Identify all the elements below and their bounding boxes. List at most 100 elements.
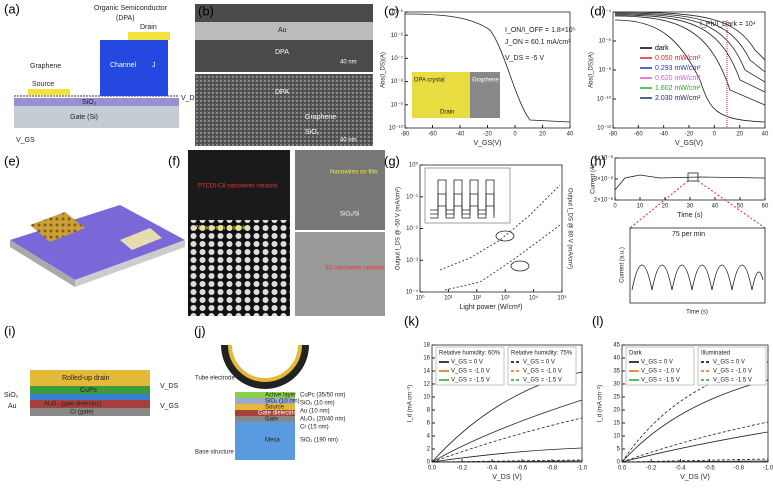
x-tick-label: -1.0 bbox=[577, 466, 588, 472]
label: 40 nm bbox=[340, 60, 357, 66]
zoom-line bbox=[629, 180, 689, 229]
label: 3D nanowires network bbox=[325, 266, 385, 272]
substrate-edge bbox=[10, 240, 75, 287]
plot-frame bbox=[614, 157, 766, 201]
inset-curve bbox=[430, 205, 495, 219]
panel-f: (f) PTCDI-C8 nanowires network Nanomesh … bbox=[168, 150, 385, 316]
legend-label: 0.620 mW/cm² bbox=[655, 75, 701, 82]
x-tick-label: 0.0 bbox=[618, 466, 627, 472]
legend-box bbox=[697, 346, 767, 386]
y-tick-label: 25 bbox=[613, 395, 620, 401]
label: Rolled-up drain bbox=[62, 375, 110, 382]
legend-label: 2.030 mW/cm² bbox=[655, 95, 701, 102]
x-tick-label: 20 bbox=[736, 132, 743, 138]
curve bbox=[431, 399, 583, 463]
label: (DPA) bbox=[116, 15, 135, 22]
label: Tube electrode bbox=[195, 376, 235, 382]
panel-label: (a) bbox=[4, 1, 20, 16]
label: V_GS bbox=[160, 403, 179, 410]
x-tick-label: 10¹ bbox=[444, 296, 453, 302]
label: CuPc bbox=[80, 387, 98, 394]
y-tick-label: 10⁻¹⁰ bbox=[597, 96, 612, 103]
curve bbox=[621, 431, 769, 463]
x-tick-label: -0.6 bbox=[704, 466, 715, 472]
curve bbox=[621, 458, 769, 463]
y-tick-label: 8 bbox=[427, 408, 431, 414]
legend-box bbox=[507, 346, 577, 386]
curve bbox=[614, 11, 766, 61]
curve bbox=[614, 14, 766, 93]
panel-label: (b) bbox=[198, 3, 214, 18]
y-tick-label: 16 bbox=[423, 356, 430, 362]
zoom-box bbox=[687, 172, 699, 182]
panel-label: (k) bbox=[404, 313, 419, 328]
legend-label: V_GS = -1.0 V bbox=[451, 369, 490, 375]
label: Cr (gate) bbox=[70, 410, 94, 416]
x-tick-label: 10 bbox=[637, 204, 644, 210]
x-axis-title: V_DS (V) bbox=[680, 474, 710, 481]
y-tick-label: 10⁻⁴ bbox=[406, 289, 419, 296]
label: Graphene bbox=[30, 63, 61, 70]
substrate-edge bbox=[75, 240, 185, 287]
x-tick-label: 10² bbox=[472, 296, 481, 302]
panel-b: (b) Au DPA 40 nm DPA Graphene SiO₂ 40 nm bbox=[195, 3, 373, 146]
x-tick-label: 0 bbox=[513, 132, 517, 138]
x-tick-label: -40 bbox=[456, 132, 465, 138]
label: Drain bbox=[440, 110, 454, 116]
circle bbox=[510, 260, 530, 272]
panel-label: (d) bbox=[590, 3, 606, 18]
y-axis-title: I_d (mA cm⁻²) bbox=[598, 385, 604, 423]
y-axis-title: I_d (mA cm⁻²) bbox=[408, 385, 414, 423]
au-band bbox=[195, 22, 373, 40]
label: SiO₂/Si bbox=[340, 212, 359, 218]
x-tick-label: 60 bbox=[762, 204, 769, 210]
tube bbox=[228, 344, 302, 382]
legend-label: V_GS = -1.0 V bbox=[523, 369, 562, 375]
x-tick-label: -0.8 bbox=[547, 466, 558, 472]
x-tick-label: 50 bbox=[737, 204, 744, 210]
legend-label: 0.050 mW/cm² bbox=[655, 55, 701, 62]
legend-title: Relative humidity: 60% bbox=[439, 351, 501, 357]
y-tick-label: 0 bbox=[427, 460, 431, 466]
x-tick-label: 0.0 bbox=[428, 466, 437, 472]
label: Base structure bbox=[195, 450, 234, 456]
label: Graphene bbox=[305, 114, 336, 121]
curve bbox=[431, 447, 583, 463]
curve bbox=[614, 19, 766, 123]
panel-label: (c) bbox=[384, 3, 399, 18]
legend-title: Relative humidity: 75% bbox=[511, 351, 573, 357]
x-tick-label: 10⁰ bbox=[415, 295, 425, 302]
x-tick-label: 0 bbox=[713, 132, 717, 138]
label: Al₂O₃ (gate dielectric) bbox=[44, 402, 101, 408]
sem-image bbox=[188, 150, 290, 220]
label: Cr (15 nm) bbox=[300, 425, 329, 431]
y-tick-label: 45 bbox=[613, 343, 620, 349]
label: J bbox=[152, 62, 156, 69]
label: SiO₂ (10 nm) bbox=[265, 399, 300, 405]
x-tick-label: 20 bbox=[662, 204, 669, 210]
y-tick-label: 10⁻¹ bbox=[406, 194, 418, 200]
legend-label: dark bbox=[655, 45, 669, 52]
gate bbox=[14, 106, 179, 128]
x-tick-label: 20 bbox=[539, 132, 546, 138]
y-tick-label: 10 bbox=[613, 434, 620, 440]
annotation: I_ON/I_OFF = 1.8×10⁵ bbox=[505, 27, 576, 34]
y-tick-label: 3×10⁻⁸ bbox=[594, 176, 614, 183]
layer bbox=[235, 410, 295, 416]
label: Mesa bbox=[265, 438, 280, 444]
x-tick-label: -20 bbox=[685, 132, 694, 138]
inset-trace bbox=[631, 264, 764, 291]
legend-label: V_GS = 0 V bbox=[451, 360, 483, 366]
label: SiO₂ bbox=[4, 392, 19, 399]
x-tick-label: -80 bbox=[609, 132, 618, 138]
annotation: 75 per min bbox=[672, 231, 705, 238]
panel-l: (l) Dark V_GS = 0 V V_GS = -1.0 V V_GS = -1… bbox=[592, 313, 773, 480]
electrode bbox=[30, 212, 85, 242]
label: Gate (Si) bbox=[70, 114, 98, 121]
legend-label: V_GS = -1.0 V bbox=[641, 369, 680, 375]
x-tick-label: 40 bbox=[762, 132, 769, 138]
legend-box bbox=[435, 346, 505, 386]
y-tick-label: 10⁻⁶ bbox=[391, 32, 404, 39]
panel-k: (k) Relative humidity: 60% V_GS = 0 V V_GS… bbox=[404, 313, 588, 480]
